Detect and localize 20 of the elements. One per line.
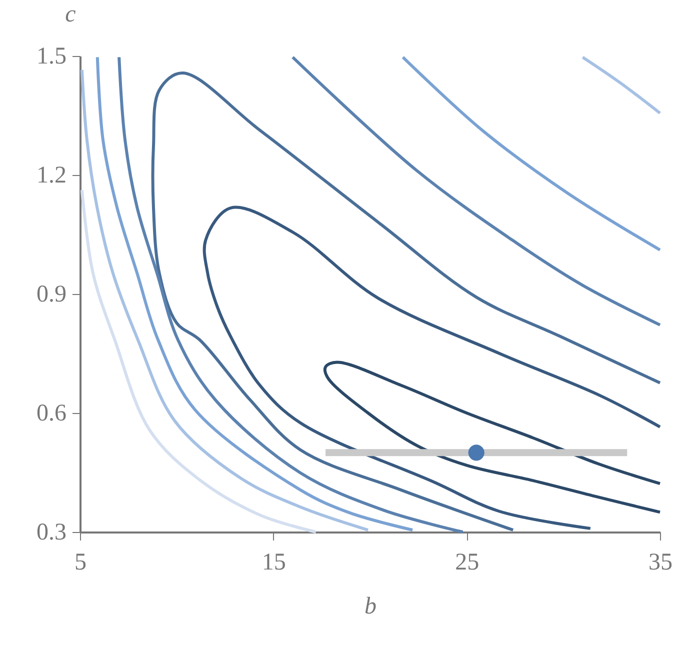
y-tick-label: 1.2 bbox=[36, 162, 66, 188]
x-tick-label: 15 bbox=[262, 550, 286, 576]
line-series bbox=[118, 56, 464, 534]
x-tick-label: 35 bbox=[648, 550, 672, 576]
line-series bbox=[401, 56, 662, 252]
line-series bbox=[324, 360, 662, 514]
line-series bbox=[203, 206, 662, 530]
line-series bbox=[80, 188, 318, 534]
x-axis-title: b bbox=[364, 594, 376, 620]
x-tick-label: 5 bbox=[74, 550, 86, 576]
y-tick-label: 0.9 bbox=[36, 282, 66, 308]
line-series bbox=[151, 72, 662, 532]
y-tick-label: 1.5 bbox=[36, 44, 66, 70]
y-tick-label: 0.6 bbox=[36, 400, 66, 426]
line-series bbox=[96, 56, 414, 532]
y-tick-label: 0.3 bbox=[36, 520, 66, 546]
line-series bbox=[291, 56, 662, 326]
line-series bbox=[80, 68, 370, 532]
y-axis-title: c bbox=[65, 2, 76, 28]
x-tick-label: 25 bbox=[455, 550, 480, 576]
